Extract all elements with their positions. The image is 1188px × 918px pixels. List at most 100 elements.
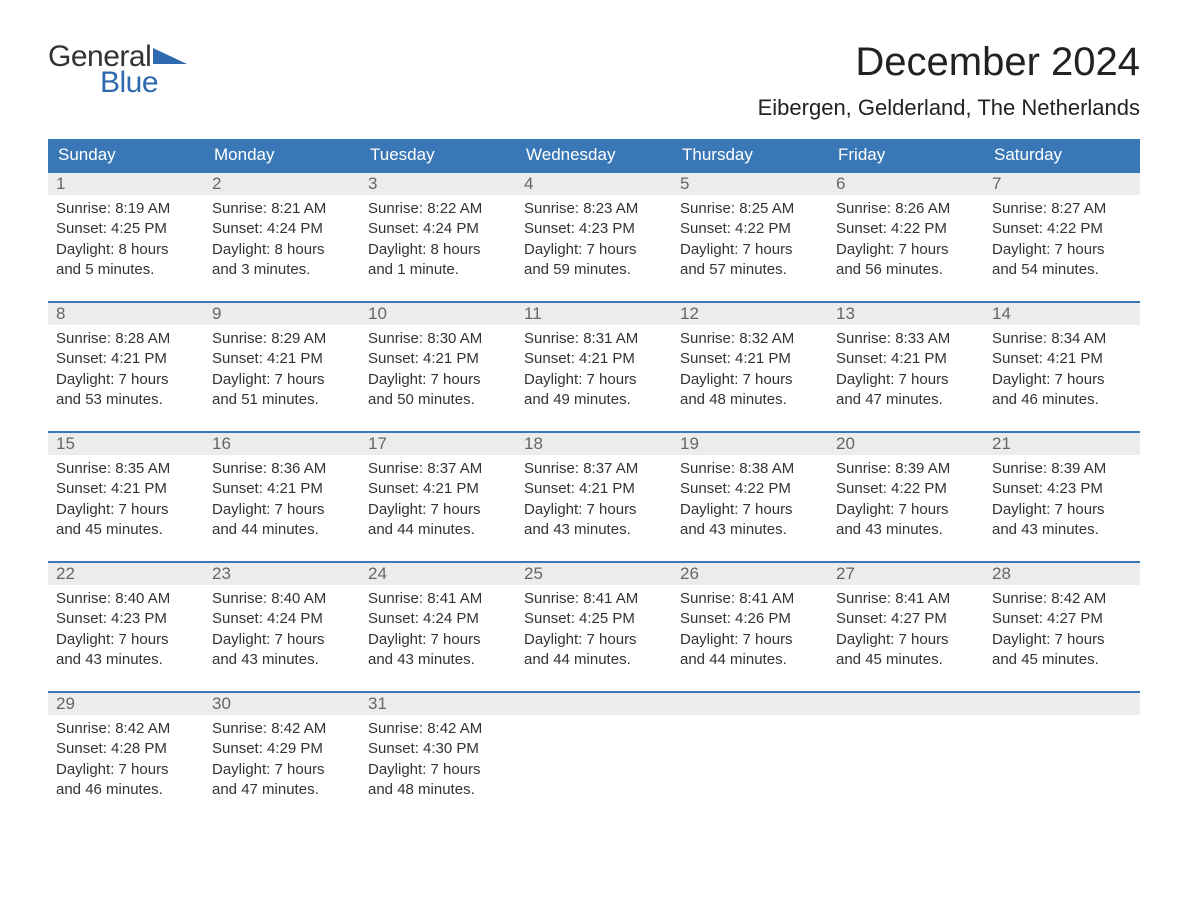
- weeks-container: 1234567Sunrise: 8:19 AMSunset: 4:25 PMDa…: [48, 171, 1140, 821]
- daylight-text: Daylight: 7 hours and 46 minutes.: [992, 370, 1132, 411]
- day-number: 10: [360, 303, 516, 325]
- day-number-row: 293031: [48, 693, 1140, 715]
- sunrise-text: Sunrise: 8:41 AM: [680, 589, 820, 609]
- day-number: 13: [828, 303, 984, 325]
- weekday-header-row: Sunday Monday Tuesday Wednesday Thursday…: [48, 139, 1140, 171]
- daylight-text: Daylight: 7 hours and 54 minutes.: [992, 240, 1132, 281]
- daylight-text: Daylight: 7 hours and 47 minutes.: [836, 370, 976, 411]
- day-number: 16: [204, 433, 360, 455]
- sunrise-text: Sunrise: 8:42 AM: [212, 719, 352, 739]
- page-title: December 2024: [758, 40, 1140, 85]
- daylight-text: Daylight: 7 hours and 49 minutes.: [524, 370, 664, 411]
- day-number: [984, 693, 1140, 715]
- sunrise-text: Sunrise: 8:37 AM: [524, 459, 664, 479]
- sunrise-text: Sunrise: 8:29 AM: [212, 329, 352, 349]
- day-number: 26: [672, 563, 828, 585]
- daylight-text: Daylight: 7 hours and 44 minutes.: [368, 500, 508, 541]
- daylight-text: Daylight: 7 hours and 43 minutes.: [524, 500, 664, 541]
- day-cell: Sunrise: 8:39 AMSunset: 4:23 PMDaylight:…: [984, 455, 1140, 547]
- calendar-week: 293031Sunrise: 8:42 AMSunset: 4:28 PMDay…: [48, 691, 1140, 807]
- sunrise-text: Sunrise: 8:36 AM: [212, 459, 352, 479]
- sunrise-text: Sunrise: 8:25 AM: [680, 199, 820, 219]
- daylight-text: Daylight: 7 hours and 53 minutes.: [56, 370, 196, 411]
- day-number: 25: [516, 563, 672, 585]
- day-number: 6: [828, 173, 984, 195]
- sunrise-text: Sunrise: 8:22 AM: [368, 199, 508, 219]
- sunset-text: Sunset: 4:26 PM: [680, 609, 820, 629]
- sunset-text: Sunset: 4:25 PM: [524, 609, 664, 629]
- day-number: 22: [48, 563, 204, 585]
- day-number: 28: [984, 563, 1140, 585]
- sunrise-text: Sunrise: 8:35 AM: [56, 459, 196, 479]
- daylight-text: Daylight: 7 hours and 50 minutes.: [368, 370, 508, 411]
- day-cell: [672, 715, 828, 807]
- sunset-text: Sunset: 4:28 PM: [56, 739, 196, 759]
- day-number: [516, 693, 672, 715]
- day-cell: Sunrise: 8:41 AMSunset: 4:25 PMDaylight:…: [516, 585, 672, 677]
- day-number: 14: [984, 303, 1140, 325]
- day-cell: Sunrise: 8:30 AMSunset: 4:21 PMDaylight:…: [360, 325, 516, 417]
- sunset-text: Sunset: 4:23 PM: [992, 479, 1132, 499]
- daylight-text: Daylight: 7 hours and 57 minutes.: [680, 240, 820, 281]
- day-number: 23: [204, 563, 360, 585]
- daylight-text: Daylight: 7 hours and 43 minutes.: [680, 500, 820, 541]
- day-number: 20: [828, 433, 984, 455]
- day-number: 7: [984, 173, 1140, 195]
- daylight-text: Daylight: 7 hours and 46 minutes.: [56, 760, 196, 801]
- sunset-text: Sunset: 4:21 PM: [56, 349, 196, 369]
- sunset-text: Sunset: 4:21 PM: [680, 349, 820, 369]
- daylight-text: Daylight: 7 hours and 43 minutes.: [212, 630, 352, 671]
- sunset-text: Sunset: 4:21 PM: [524, 479, 664, 499]
- day-content-row: Sunrise: 8:40 AMSunset: 4:23 PMDaylight:…: [48, 585, 1140, 677]
- sunset-text: Sunset: 4:21 PM: [368, 479, 508, 499]
- day-cell: Sunrise: 8:28 AMSunset: 4:21 PMDaylight:…: [48, 325, 204, 417]
- day-number: 11: [516, 303, 672, 325]
- daylight-text: Daylight: 7 hours and 59 minutes.: [524, 240, 664, 281]
- day-number: 15: [48, 433, 204, 455]
- day-cell: Sunrise: 8:35 AMSunset: 4:21 PMDaylight:…: [48, 455, 204, 547]
- logo-word2: Blue: [100, 66, 158, 100]
- sunrise-text: Sunrise: 8:23 AM: [524, 199, 664, 219]
- calendar: Sunday Monday Tuesday Wednesday Thursday…: [48, 139, 1140, 821]
- day-number-row: 22232425262728: [48, 563, 1140, 585]
- sunset-text: Sunset: 4:24 PM: [212, 609, 352, 629]
- day-cell: Sunrise: 8:38 AMSunset: 4:22 PMDaylight:…: [672, 455, 828, 547]
- daylight-text: Daylight: 7 hours and 45 minutes.: [992, 630, 1132, 671]
- day-number: 19: [672, 433, 828, 455]
- day-number: 4: [516, 173, 672, 195]
- sunrise-text: Sunrise: 8:21 AM: [212, 199, 352, 219]
- daylight-text: Daylight: 7 hours and 45 minutes.: [56, 500, 196, 541]
- sunset-text: Sunset: 4:22 PM: [836, 479, 976, 499]
- daylight-text: Daylight: 8 hours and 1 minute.: [368, 240, 508, 281]
- day-number: 8: [48, 303, 204, 325]
- day-number: 12: [672, 303, 828, 325]
- logo: General Blue: [48, 40, 187, 100]
- day-cell: [828, 715, 984, 807]
- daylight-text: Daylight: 7 hours and 48 minutes.: [368, 760, 508, 801]
- sunrise-text: Sunrise: 8:33 AM: [836, 329, 976, 349]
- day-cell: Sunrise: 8:34 AMSunset: 4:21 PMDaylight:…: [984, 325, 1140, 417]
- day-cell: Sunrise: 8:41 AMSunset: 4:27 PMDaylight:…: [828, 585, 984, 677]
- day-number: [672, 693, 828, 715]
- day-cell: Sunrise: 8:23 AMSunset: 4:23 PMDaylight:…: [516, 195, 672, 287]
- sunrise-text: Sunrise: 8:28 AM: [56, 329, 196, 349]
- day-cell: Sunrise: 8:29 AMSunset: 4:21 PMDaylight:…: [204, 325, 360, 417]
- day-cell: Sunrise: 8:40 AMSunset: 4:24 PMDaylight:…: [204, 585, 360, 677]
- day-number: 21: [984, 433, 1140, 455]
- day-number: 30: [204, 693, 360, 715]
- day-number: 31: [360, 693, 516, 715]
- sunrise-text: Sunrise: 8:42 AM: [992, 589, 1132, 609]
- sunrise-text: Sunrise: 8:26 AM: [836, 199, 976, 219]
- calendar-week: 891011121314Sunrise: 8:28 AMSunset: 4:21…: [48, 301, 1140, 417]
- day-cell: Sunrise: 8:21 AMSunset: 4:24 PMDaylight:…: [204, 195, 360, 287]
- sunrise-text: Sunrise: 8:38 AM: [680, 459, 820, 479]
- daylight-text: Daylight: 7 hours and 43 minutes.: [992, 500, 1132, 541]
- day-number: 24: [360, 563, 516, 585]
- day-number-row: 15161718192021: [48, 433, 1140, 455]
- sunset-text: Sunset: 4:29 PM: [212, 739, 352, 759]
- daylight-text: Daylight: 8 hours and 5 minutes.: [56, 240, 196, 281]
- sunset-text: Sunset: 4:21 PM: [368, 349, 508, 369]
- sunset-text: Sunset: 4:27 PM: [992, 609, 1132, 629]
- daylight-text: Daylight: 7 hours and 47 minutes.: [212, 760, 352, 801]
- sunset-text: Sunset: 4:21 PM: [212, 349, 352, 369]
